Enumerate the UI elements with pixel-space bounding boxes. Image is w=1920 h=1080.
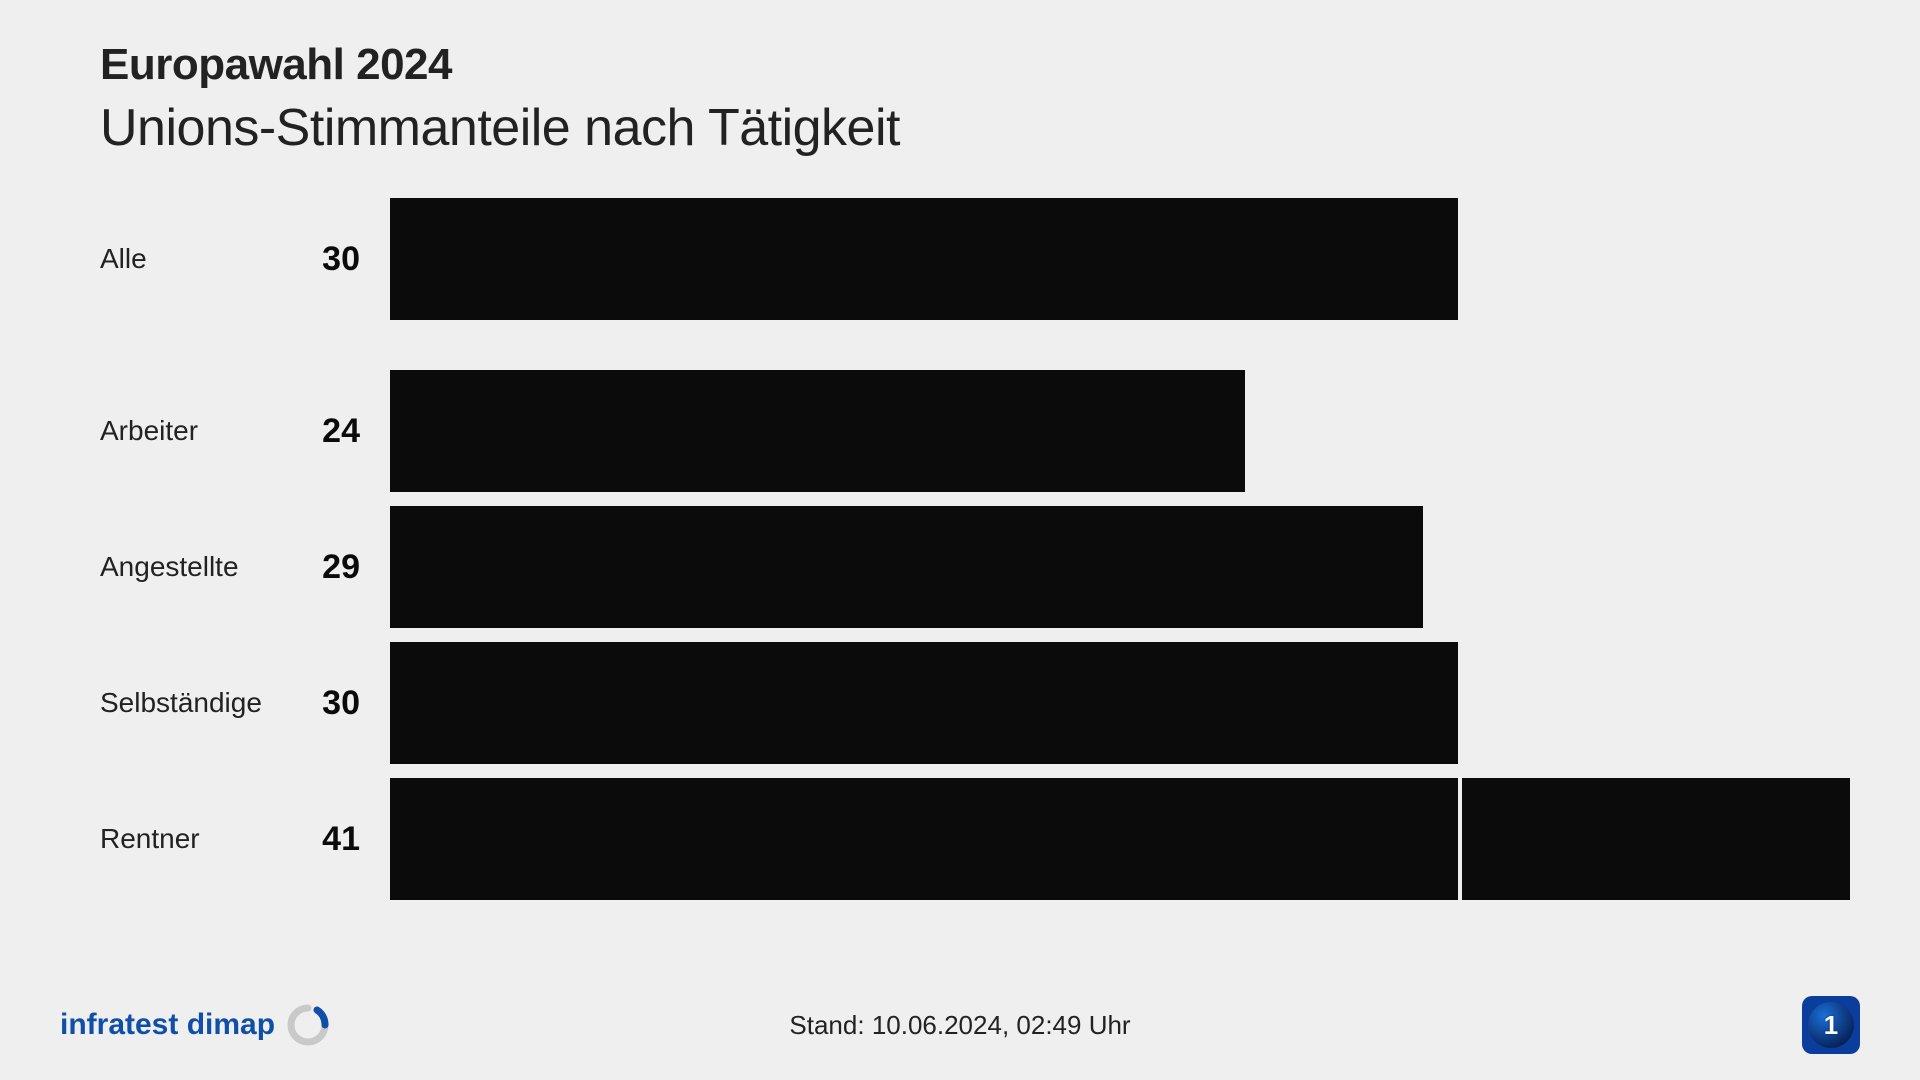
timestamp: Stand: 10.06.2024, 02:49 Uhr [789,1010,1130,1041]
bar [390,642,1458,764]
source: infratest dimap [60,1004,329,1046]
row-label: Selbständige [100,687,270,719]
bar-track [390,778,1850,900]
row-label: Angestellte [100,551,270,583]
bar [390,778,1850,900]
source-logo-icon [287,1004,329,1046]
bar-track [390,506,1850,628]
source-label: infratest dimap [60,1008,275,1042]
chart-row: Arbeiter24 [100,370,1860,492]
row-value: 41 [270,820,390,859]
row-label: Rentner [100,823,270,855]
row-value: 30 [270,684,390,723]
broadcaster-symbol: 1 [1824,1010,1838,1041]
chart-row: Selbständige30 [100,642,1860,764]
bar [390,506,1423,628]
bar [390,370,1245,492]
bar-track [390,642,1850,764]
broadcaster-badge-icon: 1 [1802,996,1860,1054]
bar [390,198,1458,320]
page: Europawahl 2024 Unions-Stimmanteile nach… [0,0,1920,1080]
timestamp-date: 10.06.2024 [872,1010,1002,1040]
row-value: 30 [270,240,390,279]
timestamp-time: 02:49 Uhr [1016,1010,1130,1040]
timestamp-sep: , [1002,1010,1016,1040]
footer: infratest dimap Stand: 10.06.2024, 02:49… [0,996,1920,1054]
bar-chart: Alle30Arbeiter24Angestellte29Selbständig… [100,198,1860,900]
bar-track [390,198,1850,320]
page-title: Unions-Stimmanteile nach Tätigkeit [100,98,1860,158]
bar-track [390,370,1850,492]
row-value: 29 [270,548,390,587]
page-supertitle: Europawahl 2024 [100,40,1860,90]
bar-divider [1458,778,1462,900]
chart-row: Angestellte29 [100,506,1860,628]
row-label: Arbeiter [100,415,270,447]
chart-row: Alle30 [100,198,1860,320]
timestamp-prefix: Stand: [789,1010,871,1040]
row-label: Alle [100,243,270,275]
chart-row: Rentner41 [100,778,1860,900]
row-value: 24 [270,412,390,451]
